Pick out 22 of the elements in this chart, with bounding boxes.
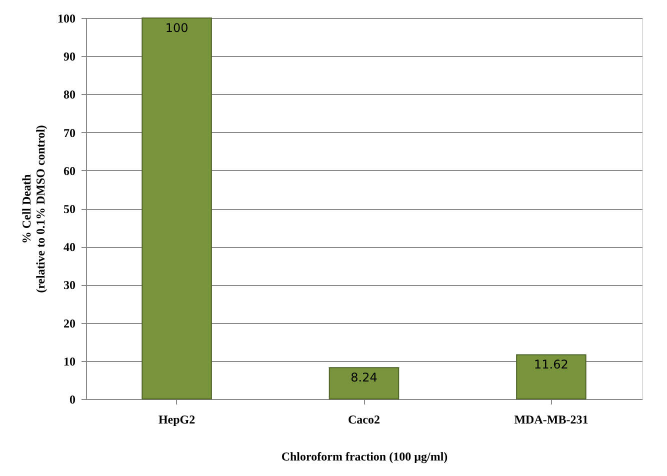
x-tick-label: HepG2 xyxy=(158,412,196,426)
x-tick-label: MDA-MB-231 xyxy=(514,412,588,426)
bar xyxy=(516,354,586,400)
y-tick-label: 70 xyxy=(64,126,76,140)
y-tick-label: 50 xyxy=(64,202,76,216)
y-tick-label: 20 xyxy=(64,316,76,330)
y-tick-label: 80 xyxy=(64,88,76,102)
y-tick-label: 100 xyxy=(58,12,76,26)
bar xyxy=(142,18,212,400)
data-label: 11.62 xyxy=(534,358,568,372)
x-tick-label: Caco2 xyxy=(348,412,380,426)
data-label: 8.24 xyxy=(350,370,378,385)
y-tick-label: 90 xyxy=(64,50,76,64)
x-axis-title: Chloroform fraction (100 µg/ml) xyxy=(281,450,448,464)
y-tick-label: 40 xyxy=(64,240,76,254)
y-tick-label: 30 xyxy=(64,278,76,292)
y-tick-label: 0 xyxy=(70,392,76,406)
bar xyxy=(328,367,400,400)
data-label: 100 xyxy=(165,21,188,35)
y-axis-title: % Cell Death (relative to 0.1% DMSO control) xyxy=(20,125,48,293)
y-tick-label: 60 xyxy=(64,164,76,178)
y-tick-label: 10 xyxy=(64,354,76,368)
